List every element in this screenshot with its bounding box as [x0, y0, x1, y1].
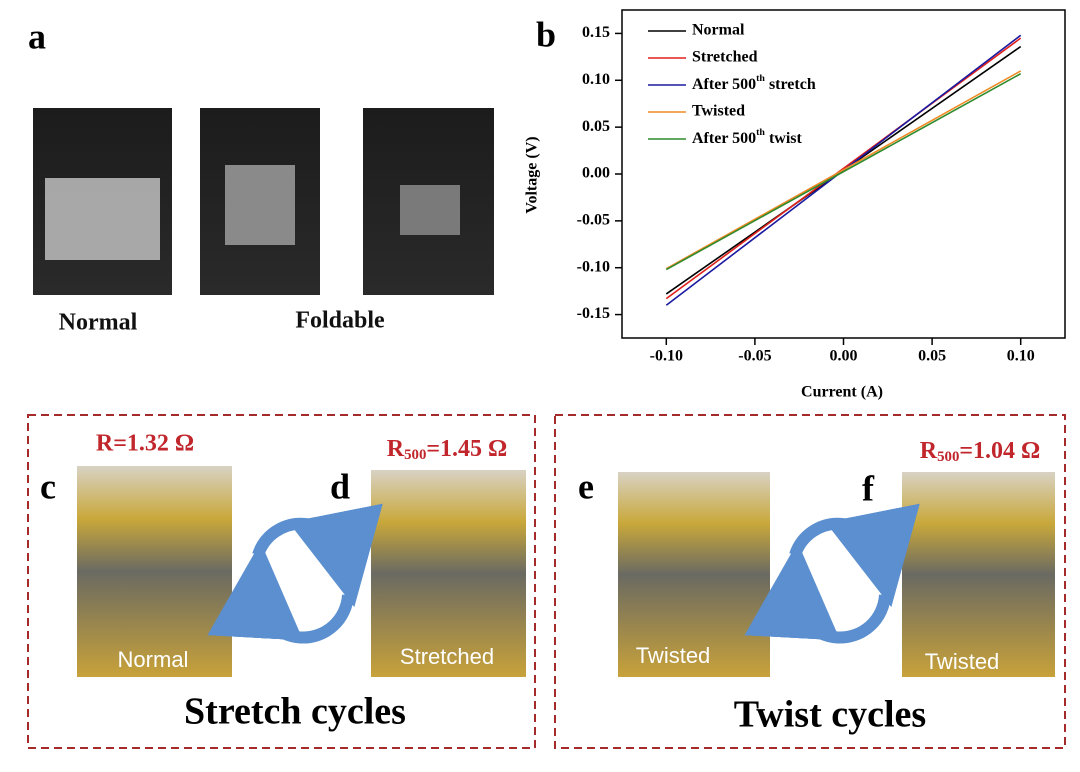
legend-label: Normal — [692, 22, 745, 39]
y-tick-label: 0.10 — [582, 71, 610, 88]
y-tick-label: 0.00 — [582, 165, 610, 182]
group-title: Stretch cycles — [184, 691, 406, 733]
y-tick-label: -0.10 — [577, 258, 610, 275]
legend-label: After 500th stretch — [692, 73, 816, 92]
x-axis-label: Current (A) — [801, 384, 883, 401]
cycle-arrows — [207, 503, 920, 644]
photo — [371, 470, 526, 677]
fabric — [400, 185, 460, 235]
group-box — [554, 414, 1066, 749]
y-axis-label: Voltage (V) — [524, 136, 541, 213]
y-tick-label: -0.15 — [577, 305, 610, 322]
group-title: Twist cycles — [734, 694, 926, 736]
fabric — [225, 165, 295, 245]
photo-label: Stretched — [400, 644, 494, 669]
panel-label: b — [536, 14, 556, 54]
x-tick-label: 0.10 — [1007, 348, 1035, 365]
fabric — [45, 178, 160, 260]
photo-label: Twisted — [925, 649, 1000, 674]
panel-label: e — [578, 466, 594, 506]
x-tick-label: -0.05 — [738, 348, 771, 365]
resistance: R=1.32 Ω — [96, 431, 194, 457]
photo-label: Normal — [118, 647, 189, 672]
panel-label: c — [40, 466, 56, 506]
caption: Normal — [59, 310, 138, 336]
y-tick-label: 0.05 — [582, 118, 610, 135]
group-box — [27, 414, 536, 749]
legend-label: Twisted — [692, 103, 745, 120]
x-tick-label: 0.00 — [830, 348, 858, 365]
resistance: R500=1.45 Ω — [387, 436, 508, 464]
legend-label: Stretched — [692, 49, 758, 66]
photo — [902, 472, 1055, 677]
photo-label: Twisted — [636, 643, 711, 668]
x-tick-label: 0.05 — [918, 348, 946, 365]
y-tick-label: -0.05 — [577, 212, 610, 229]
caption: Foldable — [295, 308, 385, 334]
photo — [77, 466, 232, 677]
series-line — [665, 70, 1022, 270]
panel-label: d — [330, 466, 350, 506]
series-line — [665, 73, 1022, 271]
panel-label: f — [862, 468, 875, 508]
x-tick-label: -0.10 — [650, 348, 683, 365]
legend-label: After 500th twist — [692, 127, 802, 146]
resistance: R500=1.04 Ω — [920, 438, 1041, 466]
panel-label: a — [28, 16, 46, 56]
y-tick-label: 0.15 — [582, 24, 610, 41]
series-line — [665, 37, 1022, 300]
